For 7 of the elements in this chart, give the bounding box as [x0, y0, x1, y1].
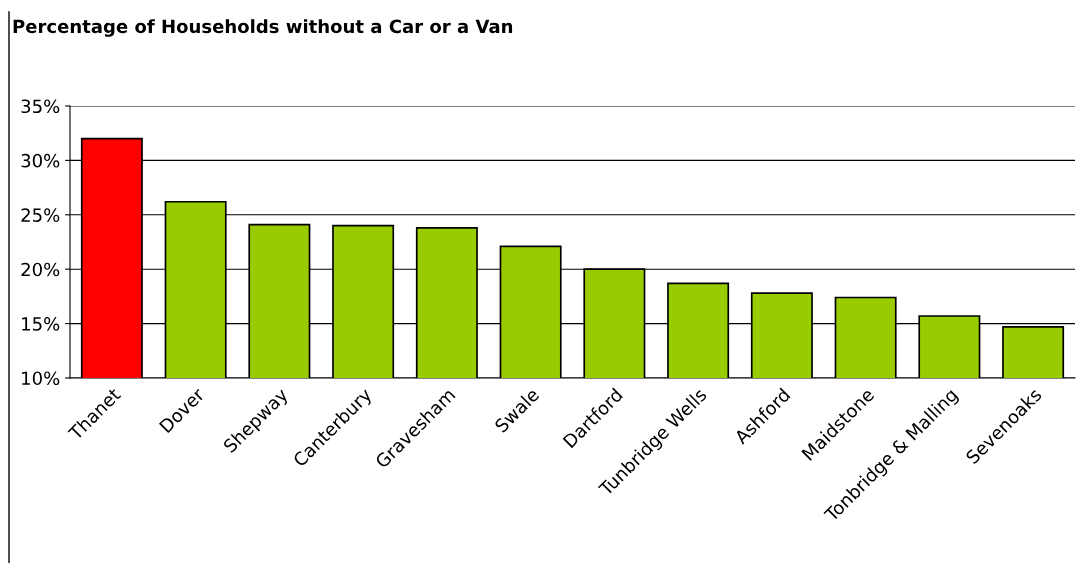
chart-title: Percentage of Households without a Car or a Van: [13, 19, 513, 37]
y-tick-label: 25%: [21, 208, 60, 222]
y-tick-label: 35%: [21, 99, 60, 114]
y-tick-label: 30%: [21, 153, 60, 168]
y-tick-label: 20%: [21, 262, 60, 277]
y-tick-label: 10%: [22, 371, 60, 386]
y-tick-label: 15%: [22, 317, 60, 331]
